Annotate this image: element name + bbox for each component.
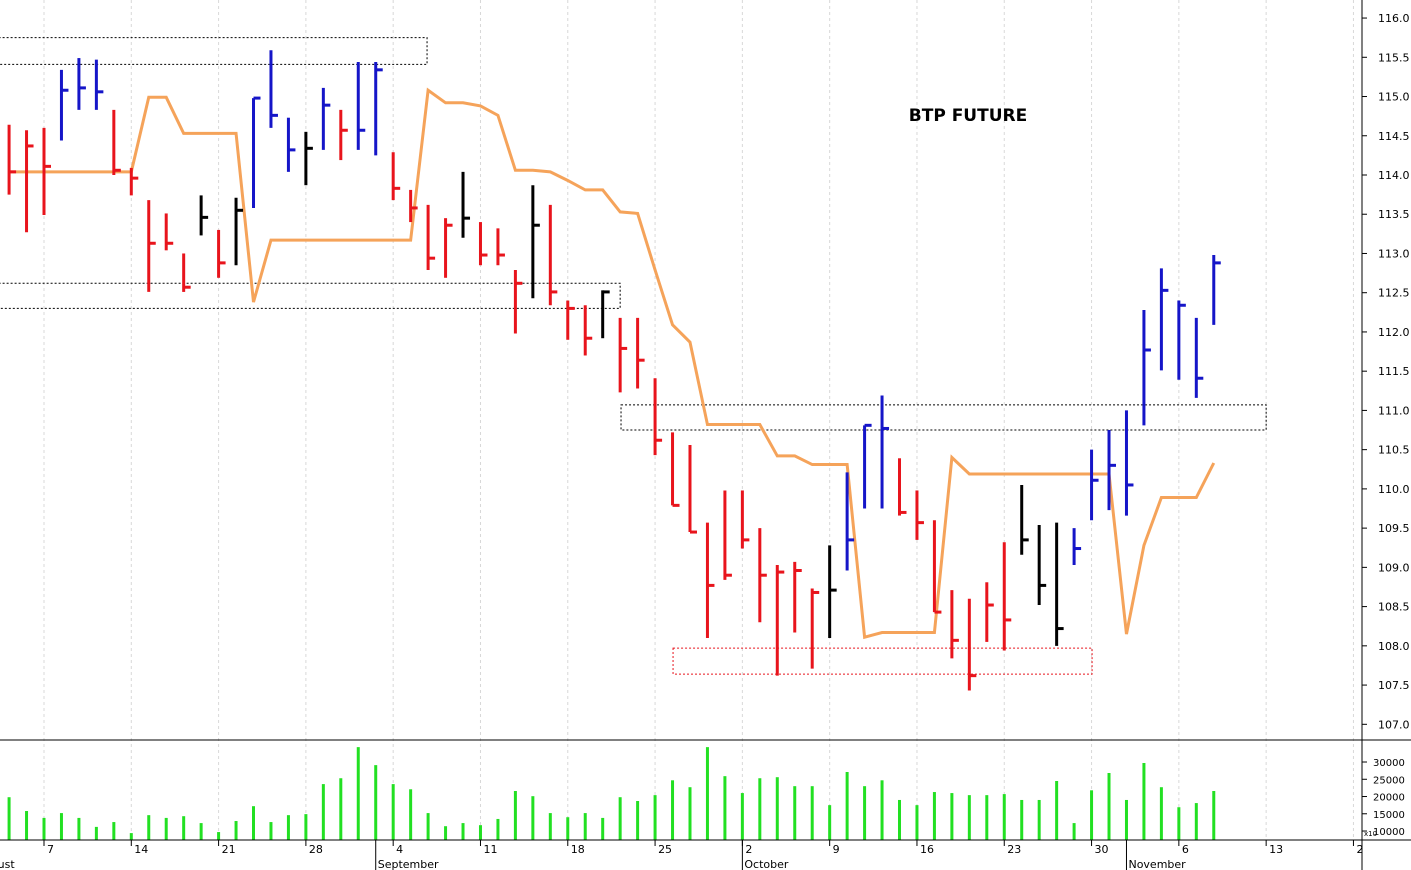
zone [672,647,1093,675]
stop-line [9,87,1216,640]
month-label: November [1128,858,1186,870]
month-label: September [378,858,439,870]
y-tick-label: 110.0 [1378,483,1410,496]
y-tick-label: 114.5 [1378,130,1410,143]
x-tick-label: 21 [222,843,236,856]
x-tick-label: 28 [309,843,323,856]
y-tick-label: 112.0 [1378,326,1410,339]
y-tick-label: 111.0 [1378,404,1410,417]
x-tick-label: 18 [571,843,585,856]
plot-area: 7 14 21 28 4 11 18 25 2 9 16 23 30 6 13 20 August Septemb… [0,0,1370,870]
y-tick-label: 109.5 [1378,522,1410,535]
x-tick-label: 2 [745,843,752,856]
zone [0,37,428,65]
y2-unit-label: x10 [1364,830,1377,838]
zone [620,404,1267,431]
y-tick-label: 110.5 [1378,444,1410,457]
x-tick-label: 4 [396,843,403,856]
month-label: August [0,858,15,870]
y-tick-label: 107.5 [1378,679,1410,692]
zone [0,282,621,309]
x-tick-label: 20 [1356,843,1370,856]
y-tick-label: 111.5 [1378,365,1410,378]
x-tick-label: 14 [134,843,148,856]
y-tick-label: 116.0 [1378,12,1410,25]
y-tick-label: 114.0 [1378,169,1410,182]
month-label: October [744,858,788,870]
y-tick-label: 113.5 [1378,208,1410,221]
y-tick-label: 107.0 [1378,718,1410,731]
y2-tick-label: 25000 [1373,775,1405,786]
y-tick-label: 108.0 [1378,640,1410,653]
x-tick-label: 6 [1182,843,1189,856]
y-tick-label: 113.0 [1378,247,1410,260]
y-tick-label: 115.0 [1378,91,1410,104]
x-tick-label: 11 [483,843,497,856]
y2-tick-label: 15000 [1373,810,1405,821]
y-tick-label: 109.0 [1378,561,1410,574]
y2-tick-label: 30000 [1373,758,1405,769]
x-tick-label: 25 [658,843,672,856]
y-tick-label: 115.5 [1378,51,1410,64]
x-tick-label: 30 [1095,843,1109,856]
x-tick-label: 13 [1269,843,1283,856]
y-tick-label: 112.5 [1378,287,1410,300]
x-tick-label: 9 [833,843,840,856]
x-tick-label: 7 [47,843,54,856]
y2-tick-label: 10000 [1373,827,1405,838]
chart-title: BTP FUTURE [909,106,1027,126]
x-tick-label: 23 [1007,843,1021,856]
y2-tick-label: 20000 [1373,793,1405,804]
x-tick-label: 16 [920,843,934,856]
y-tick-label: 108.5 [1378,601,1410,614]
